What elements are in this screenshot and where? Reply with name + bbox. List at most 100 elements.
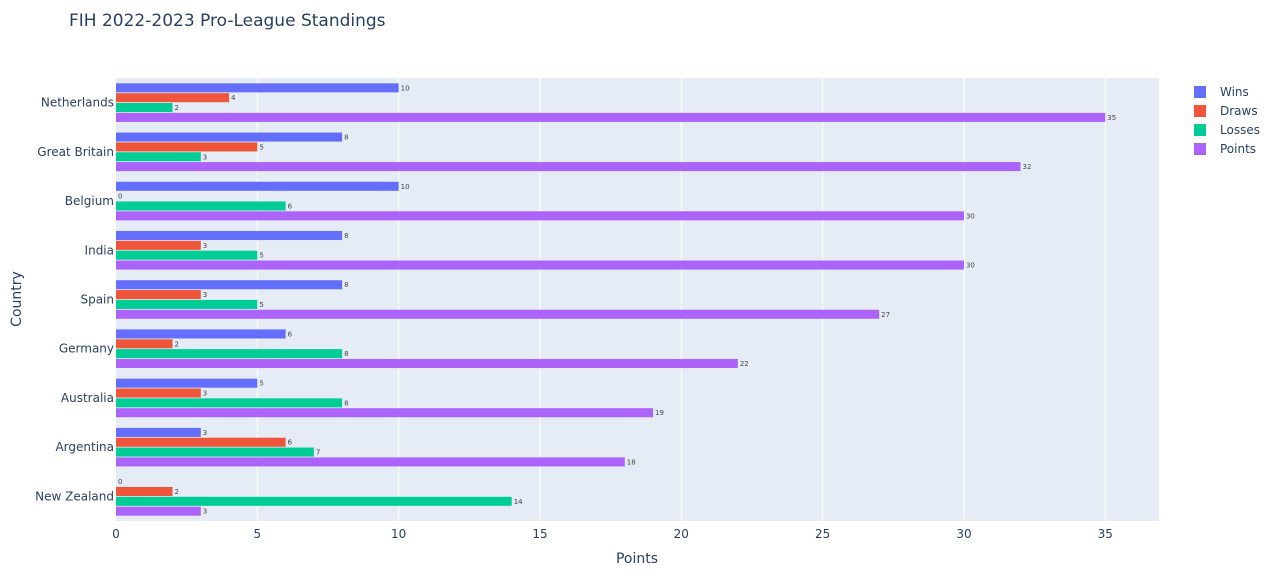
gridlines (256, 78, 1106, 521)
legend-label[interactable]: Draws (1220, 104, 1258, 118)
legend-swatch[interactable] (1194, 124, 1206, 136)
bar-losses[interactable] (116, 496, 512, 506)
bar-value-label: 8 (344, 134, 348, 142)
bars (116, 83, 1106, 516)
bar-value-label: 35 (1107, 114, 1116, 122)
bar-points[interactable] (116, 457, 625, 467)
bar-value-label: 3 (203, 429, 207, 437)
bar-draws[interactable] (116, 388, 201, 398)
bar-value-label: 2 (175, 488, 179, 496)
y-axis-ticks: Netherlands Great Britain Belgium India Spai… (35, 96, 114, 504)
legend-swatch[interactable] (1194, 105, 1206, 117)
bar-draws[interactable] (116, 437, 286, 447)
y-axis-title: Country (9, 271, 25, 327)
legend-swatch[interactable] (1194, 86, 1206, 98)
bar-points[interactable] (116, 408, 654, 418)
bar-value-label: 32 (1022, 163, 1031, 171)
bar-points[interactable] (116, 506, 201, 516)
bar-wins[interactable] (116, 427, 201, 437)
bar-value-label: 18 (627, 458, 636, 466)
bar-value-label: 5 (259, 143, 263, 151)
bar-draws[interactable] (116, 240, 201, 250)
y-tick-label: Netherlands (41, 96, 114, 110)
bar-points[interactable] (116, 112, 1106, 122)
x-tick-label: 15 (532, 527, 547, 541)
y-tick-label: Great Britain (37, 145, 114, 159)
bar-value-label: 2 (175, 340, 179, 348)
bar-points[interactable] (116, 358, 738, 369)
bar-value-label: 7 (316, 449, 320, 457)
bar-draws[interactable] (116, 93, 230, 103)
bar-points[interactable] (116, 211, 964, 221)
bar-losses[interactable] (116, 349, 343, 359)
bar-points[interactable] (116, 309, 880, 319)
bar-wins[interactable] (116, 181, 399, 191)
bar-wins[interactable] (116, 83, 399, 93)
bar-value-label: 6 (288, 202, 293, 210)
bar-wins[interactable] (116, 230, 343, 241)
legend-swatch[interactable] (1194, 143, 1206, 155)
chart-title: FIH 2022-2023 Pro-League Standings (69, 11, 386, 31)
bar-value-label: 2 (175, 104, 179, 112)
bar-losses[interactable] (116, 250, 258, 260)
bar-wins[interactable] (116, 378, 258, 388)
x-tick-label: 5 (254, 527, 262, 541)
bar-losses[interactable] (116, 447, 314, 457)
legend-label[interactable]: Wins (1220, 85, 1249, 99)
bar-value-label: 3 (203, 508, 207, 516)
y-tick-label: Argentina (55, 440, 114, 454)
bar-value-label: 8 (344, 232, 348, 240)
bar-losses[interactable] (116, 398, 343, 408)
legend-label[interactable]: Losses (1220, 123, 1260, 137)
bar-value-label: 3 (203, 242, 207, 250)
x-axis-ticks: 0 5 10 15 20 25 30 35 (112, 527, 1113, 541)
bar-value-label: 3 (203, 390, 207, 398)
plot-background (116, 78, 1159, 521)
y-tick-label: Spain (80, 293, 114, 307)
x-tick-label: 20 (674, 527, 689, 541)
bar-points[interactable] (116, 162, 1021, 172)
bar-losses[interactable] (116, 201, 286, 211)
y-tick-label: Belgium (65, 194, 114, 208)
bar-losses[interactable] (116, 152, 201, 162)
y-tick-label: India (85, 243, 114, 257)
bar-value-label: 14 (514, 498, 523, 506)
bar-value-label: 22 (740, 360, 749, 368)
y-tick-label: Germany (59, 342, 114, 356)
bar-value-label: 30 (966, 212, 975, 220)
bar-wins[interactable] (116, 280, 343, 290)
bar-draws[interactable] (116, 142, 258, 152)
bar-value-label: 6 (288, 439, 293, 447)
x-tick-label: 30 (956, 527, 971, 541)
bar-value-label: 6 (288, 330, 293, 338)
bar-value-label: 10 (401, 84, 410, 92)
bar-value-label: 0 (118, 193, 122, 201)
x-tick-label: 10 (391, 527, 406, 541)
bar-value-label: 19 (655, 409, 664, 417)
bar-draws[interactable] (116, 339, 173, 349)
bar-draws[interactable] (116, 486, 173, 496)
bar-losses[interactable] (116, 103, 173, 113)
bar-value-label: 8 (344, 399, 348, 407)
bar-value-label: 0 (118, 478, 122, 486)
bar-value-label: 5 (259, 380, 263, 388)
y-tick-label: New Zealand (35, 489, 114, 503)
bar-value-label: 8 (344, 350, 348, 358)
x-tick-label: 25 (815, 527, 830, 541)
bar-points[interactable] (116, 260, 964, 270)
bar-value-label: 10 (401, 183, 410, 191)
x-axis-title: Points (616, 551, 658, 567)
y-tick-label: Australia (61, 391, 114, 405)
bar-wins[interactable] (116, 329, 286, 339)
legend-label[interactable]: Points (1220, 142, 1256, 156)
bar-value-label: 8 (344, 281, 348, 289)
x-tick-label: 0 (112, 527, 120, 541)
bar-value-label: 5 (259, 301, 263, 309)
legend: Wins Draws Losses Points (1194, 85, 1260, 156)
bar-wins[interactable] (116, 132, 343, 142)
bar-draws[interactable] (116, 290, 201, 300)
bar-losses[interactable] (116, 299, 258, 309)
x-tick-label: 35 (1098, 527, 1113, 541)
bar-value-label: 30 (966, 262, 975, 270)
